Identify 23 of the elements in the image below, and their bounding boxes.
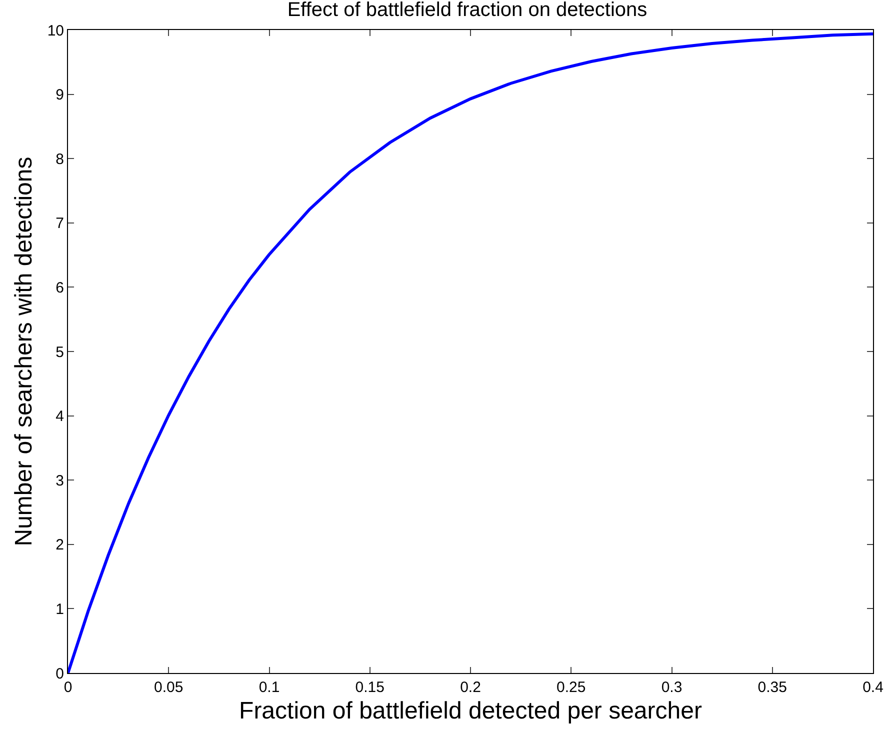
- x-tick-label: 0.35: [758, 679, 787, 696]
- x-tick-label: 0.15: [355, 679, 384, 696]
- chart-title: Effect of battlefield fraction on detections: [287, 0, 648, 22]
- y-tick-label: 5: [56, 344, 64, 361]
- x-tick-label: 0.1: [258, 679, 280, 696]
- y-tick-label: 10: [47, 22, 64, 40]
- x-axis-title: Fraction of battlefield detected per searcher: [239, 697, 702, 724]
- y-tick-label: 4: [56, 408, 64, 426]
- y-tick-label: 2: [56, 536, 64, 554]
- y-tick-label: 7: [56, 215, 64, 232]
- y-tick-label: 0: [56, 665, 64, 682]
- x-tick-label: 0.2: [460, 679, 481, 696]
- x-tick-label: 0.05: [154, 679, 184, 696]
- y-tick-label: 8: [56, 150, 64, 168]
- x-tick-label: 0.25: [556, 679, 586, 696]
- line-series: [68, 32, 873, 673]
- x-tick-label: 0.4: [862, 679, 884, 696]
- y-tick-label: 1: [56, 600, 64, 618]
- x-tick-label: 0.3: [661, 679, 682, 696]
- y-axis-title: Number of searchers with detections: [10, 156, 38, 546]
- y-tick-label: 3: [56, 472, 64, 490]
- y-tick-label: 9: [56, 86, 64, 104]
- y-tick-label: 6: [56, 279, 64, 296]
